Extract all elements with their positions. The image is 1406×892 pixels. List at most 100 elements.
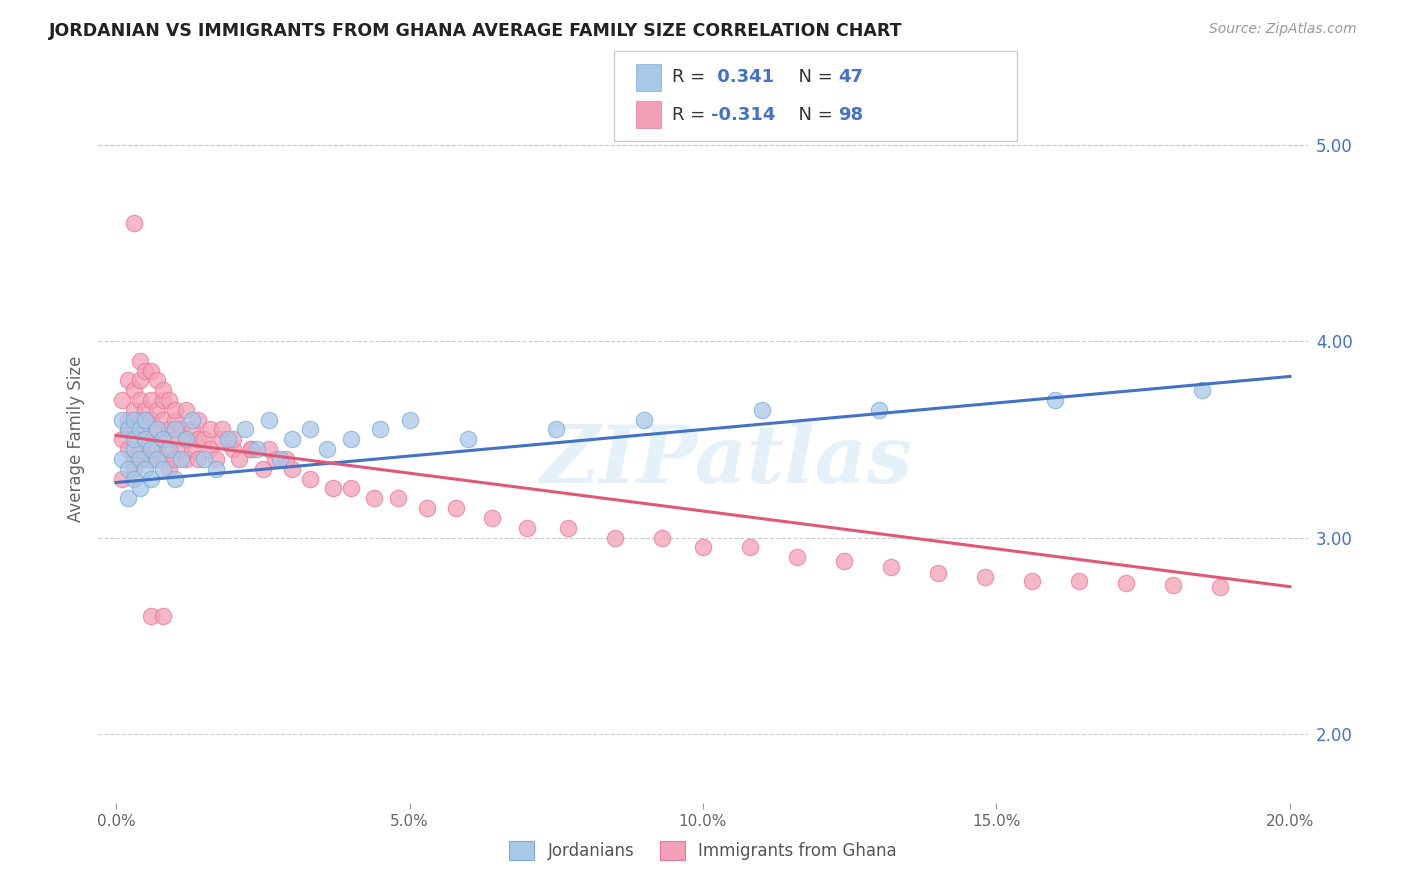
Legend: Jordanians, Immigrants from Ghana: Jordanians, Immigrants from Ghana (503, 835, 903, 867)
Point (122, 442, 145, 457)
Point (211, 422, 233, 436)
Point (146, 422, 169, 436)
Point (146, 422, 169, 436)
Point (416, 501, 439, 516)
Point (134, 402, 156, 417)
Point (217, 432, 239, 446)
Point (181, 442, 204, 457)
Point (204, 452, 226, 467)
Point (481, 511, 503, 525)
Point (169, 442, 191, 457)
Point (122, 472, 145, 486)
Point (1021, 574, 1043, 588)
Point (546, 422, 568, 436)
Point (141, 472, 163, 486)
Y-axis label: Average Family Size: Average Family Size (66, 356, 84, 523)
Point (141, 452, 163, 467)
Point (1191, 383, 1213, 397)
Point (193, 452, 215, 467)
Text: N =: N = (787, 69, 839, 87)
Point (117, 442, 139, 457)
Point (141, 442, 163, 457)
Point (152, 452, 174, 467)
Point (111, 412, 134, 426)
Point (198, 422, 221, 436)
Point (134, 363, 156, 377)
Point (269, 452, 291, 467)
Point (204, 462, 226, 476)
Point (281, 432, 304, 446)
Point (340, 432, 363, 446)
Point (973, 570, 995, 584)
Point (198, 442, 221, 457)
Point (152, 609, 174, 624)
Point (163, 432, 186, 446)
Point (128, 422, 150, 436)
Point (1043, 392, 1066, 407)
Point (263, 452, 285, 467)
Point (122, 452, 145, 467)
Point (117, 491, 139, 506)
Point (146, 452, 169, 467)
Point (557, 521, 579, 535)
Point (169, 452, 191, 467)
Point (368, 422, 391, 436)
Point (122, 383, 145, 397)
Text: 98: 98 (838, 105, 863, 123)
Point (134, 462, 156, 476)
Point (516, 521, 538, 535)
Point (211, 432, 233, 446)
Point (157, 392, 180, 407)
Point (176, 402, 198, 417)
Point (176, 432, 198, 446)
Point (117, 412, 139, 426)
Point (122, 402, 145, 417)
Point (163, 422, 186, 436)
Point (786, 550, 808, 565)
Point (134, 432, 156, 446)
Point (152, 383, 174, 397)
Point (193, 432, 215, 446)
Point (163, 412, 186, 426)
Point (363, 491, 385, 506)
Point (128, 392, 150, 407)
Text: R =: R = (672, 69, 711, 87)
Point (240, 442, 263, 457)
Point (1115, 575, 1137, 590)
Point (128, 412, 150, 426)
Point (298, 472, 321, 486)
Point (398, 412, 420, 426)
Point (222, 432, 245, 446)
Point (868, 402, 890, 417)
Point (163, 402, 186, 417)
Point (651, 531, 673, 545)
Point (122, 462, 145, 476)
Point (322, 482, 344, 496)
Point (1208, 580, 1230, 594)
Point (181, 412, 204, 426)
Point (187, 432, 209, 446)
Point (141, 609, 163, 624)
Point (1067, 574, 1090, 588)
Text: 47: 47 (838, 69, 863, 87)
Point (128, 482, 150, 496)
Point (128, 422, 150, 436)
Point (157, 422, 180, 436)
Point (134, 412, 156, 426)
Point (633, 412, 655, 426)
Point (152, 432, 174, 446)
Point (738, 541, 761, 555)
Point (128, 373, 150, 387)
Point (927, 566, 949, 580)
Point (117, 373, 139, 387)
Point (176, 452, 198, 467)
Point (152, 462, 174, 476)
Point (152, 392, 174, 407)
Point (257, 412, 280, 426)
Point (134, 452, 156, 467)
Text: -0.314: -0.314 (711, 105, 776, 123)
Point (880, 560, 903, 574)
Point (141, 412, 163, 426)
Point (387, 491, 409, 506)
Point (141, 392, 163, 407)
